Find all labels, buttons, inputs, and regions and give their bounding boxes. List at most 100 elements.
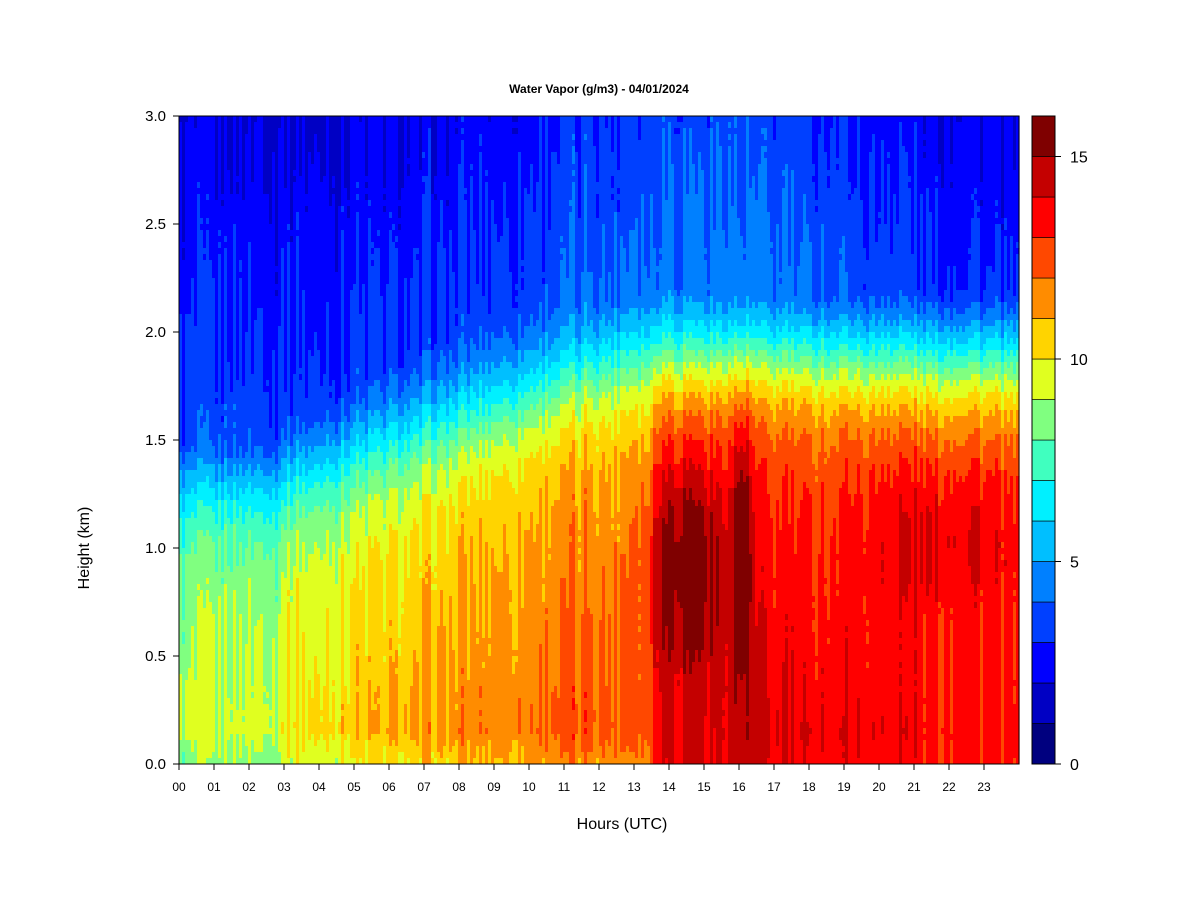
- heatmap-cell: [467, 464, 471, 507]
- heatmap-cell: [335, 116, 339, 273]
- heatmap-cell: [722, 716, 726, 729]
- heatmap-cell: [230, 476, 234, 501]
- heatmap-cell: [380, 434, 384, 453]
- heatmap-cell: [899, 356, 903, 375]
- heatmap-cell: [716, 116, 720, 123]
- heatmap-cell: [650, 326, 654, 345]
- heatmap-cell: [905, 512, 909, 603]
- heatmap-cell: [866, 632, 870, 645]
- heatmap-cell: [596, 356, 600, 375]
- heatmap-cell: [566, 116, 570, 279]
- heatmap-cell: [1004, 230, 1008, 237]
- heatmap-cell: [269, 734, 273, 765]
- heatmap-cell: [1007, 368, 1011, 381]
- heatmap-cell: [368, 494, 372, 537]
- heatmap-cell: [764, 380, 768, 399]
- heatmap-cell: [305, 518, 309, 573]
- heatmap-cell: [776, 326, 780, 345]
- heatmap-cell: [716, 380, 720, 393]
- heatmap-cell: [317, 506, 321, 549]
- heatmap-cell: [269, 224, 273, 429]
- heatmap-cell: [935, 392, 939, 411]
- heatmap-cell: [317, 422, 321, 447]
- heatmap-cell: [653, 368, 657, 387]
- heatmap-cell: [233, 500, 237, 525]
- heatmap-cell: [308, 512, 312, 555]
- heatmap-cell: [452, 650, 456, 747]
- heatmap-cell: [686, 302, 690, 321]
- heatmap-cell: [245, 116, 249, 135]
- heatmap-cell: [419, 386, 423, 405]
- heatmap-cell: [848, 440, 852, 495]
- heatmap-cell: [527, 326, 531, 351]
- heatmap-cell: [938, 608, 942, 615]
- heatmap-cell: [287, 590, 291, 597]
- heatmap-cell: [446, 344, 450, 375]
- heatmap-cell: [887, 320, 891, 333]
- heatmap-cell: [632, 368, 636, 387]
- heatmap-cell: [182, 446, 186, 465]
- heatmap-cell: [512, 656, 516, 675]
- heatmap-cell: [284, 578, 288, 765]
- heatmap-cell: [725, 314, 729, 333]
- heatmap-cell: [389, 650, 393, 657]
- heatmap-cell: [401, 368, 405, 393]
- heatmap-cell: [386, 284, 390, 387]
- heatmap-cell: [713, 230, 717, 315]
- heatmap-cell: [509, 614, 513, 753]
- heatmap-cell: [572, 698, 576, 711]
- heatmap-cell: [824, 464, 828, 579]
- heatmap-cell: [926, 302, 930, 321]
- heatmap-cell: [581, 368, 585, 381]
- heatmap-cell: [563, 464, 567, 579]
- heatmap-cell: [845, 626, 849, 633]
- heatmap-cell: [743, 116, 747, 249]
- heatmap-cell: [1007, 494, 1011, 765]
- heatmap-cell: [749, 380, 753, 393]
- heatmap-cell: [536, 182, 540, 321]
- heatmap-cell: [863, 548, 867, 555]
- heatmap-cell: [542, 758, 546, 765]
- heatmap-cell: [386, 116, 390, 285]
- heatmap-cell: [974, 458, 978, 507]
- heatmap-cell: [374, 494, 378, 537]
- heatmap-cell: [560, 242, 564, 249]
- heatmap-cell: [587, 272, 591, 327]
- heatmap-cell: [290, 596, 294, 603]
- heatmap-cell: [617, 188, 621, 195]
- heatmap-cell: [332, 464, 336, 483]
- heatmap-cell: [887, 296, 891, 321]
- heatmap-cell: [881, 362, 885, 375]
- heatmap-cell: [986, 350, 990, 369]
- heatmap-cell: [413, 368, 417, 399]
- heatmap-cell: [341, 212, 345, 231]
- heatmap-cell: [419, 578, 423, 759]
- heatmap-cell: [731, 116, 735, 207]
- heatmap-cell: [329, 392, 333, 399]
- heatmap-cell: [641, 758, 645, 765]
- heatmap-cell: [572, 710, 576, 735]
- heatmap-cell: [842, 236, 846, 315]
- heatmap-cell: [206, 194, 210, 201]
- colorbar-swatch: [1031, 642, 1056, 684]
- heatmap-cell: [650, 470, 654, 537]
- heatmap-cell: [542, 374, 546, 393]
- heatmap-cell: [437, 470, 441, 507]
- heatmap-cell: [935, 362, 939, 375]
- heatmap-cell: [944, 368, 948, 381]
- heatmap-cell: [218, 248, 222, 255]
- heatmap-cell: [746, 716, 750, 723]
- heatmap-cell: [740, 308, 744, 327]
- heatmap-cell: [371, 116, 375, 243]
- heatmap-cell: [812, 164, 816, 177]
- heatmap-cell: [623, 314, 627, 333]
- heatmap-cell: [758, 380, 762, 399]
- heatmap-cell: [188, 740, 192, 765]
- heatmap-cell: [914, 446, 918, 489]
- heatmap-cell: [794, 446, 798, 555]
- heatmap-cell: [461, 746, 465, 765]
- heatmap-cell: [476, 284, 480, 351]
- heatmap-cell: [431, 116, 435, 195]
- heatmap-cell: [647, 314, 651, 339]
- heatmap-cell: [236, 458, 240, 477]
